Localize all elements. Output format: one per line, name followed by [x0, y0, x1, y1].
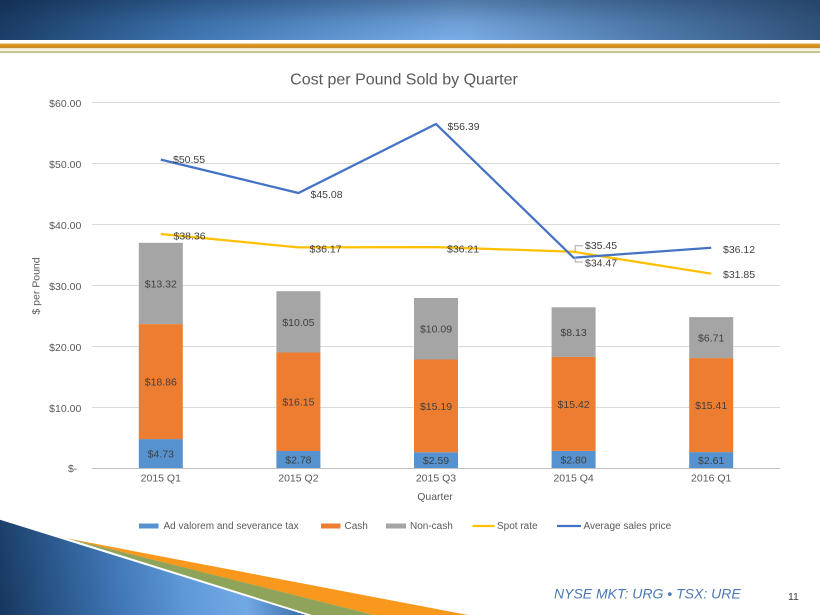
- svg-text:$60.00: $60.00: [49, 98, 81, 110]
- svg-text:$8.13: $8.13: [560, 327, 586, 339]
- svg-text:$18.86: $18.86: [145, 377, 177, 389]
- svg-text:Quarter: Quarter: [417, 491, 453, 503]
- svg-text:2015 Q2: 2015 Q2: [278, 472, 318, 484]
- svg-text:2015 Q4: 2015 Q4: [553, 472, 593, 484]
- svg-text:$15.41: $15.41: [695, 400, 727, 412]
- svg-text:Ad valorem and severance tax: Ad valorem and severance tax: [164, 521, 299, 532]
- svg-text:$-: $-: [68, 463, 78, 475]
- svg-text:$34.47: $34.47: [585, 258, 617, 270]
- svg-text:$2.59: $2.59: [423, 455, 449, 467]
- svg-text:$50.00: $50.00: [49, 159, 81, 171]
- svg-text:2015 Q1: 2015 Q1: [141, 472, 181, 484]
- svg-text:11: 11: [788, 591, 799, 603]
- svg-text:Cost per Pound Sold by Quarter: Cost per Pound Sold by Quarter: [290, 72, 518, 89]
- svg-text:$36.21: $36.21: [447, 243, 479, 255]
- svg-text:$10.09: $10.09: [420, 324, 452, 336]
- svg-text:$6.71: $6.71: [698, 333, 724, 345]
- svg-text:NYSE MKT: URG • TSX: URE: NYSE MKT: URG • TSX: URE: [554, 586, 741, 602]
- svg-text:$38.36: $38.36: [174, 231, 206, 243]
- svg-text:2016 Q1: 2016 Q1: [691, 472, 731, 484]
- svg-text:$20.00: $20.00: [49, 342, 81, 354]
- svg-text:$36.17: $36.17: [310, 244, 342, 256]
- svg-text:$15.19: $15.19: [420, 401, 452, 413]
- svg-text:Average sales price: Average sales price: [584, 521, 672, 532]
- svg-text:$30.00: $30.00: [49, 281, 81, 293]
- svg-text:$2.61: $2.61: [698, 455, 724, 467]
- svg-text:$15.42: $15.42: [558, 399, 590, 411]
- svg-text:$10.00: $10.00: [49, 403, 81, 415]
- svg-text:Non-cash: Non-cash: [410, 521, 453, 532]
- svg-text:$45.08: $45.08: [311, 189, 343, 201]
- svg-text:$13.32: $13.32: [145, 278, 177, 290]
- svg-text:$36.12: $36.12: [723, 244, 755, 256]
- svg-text:$35.45: $35.45: [585, 240, 617, 252]
- svg-text:$4.73: $4.73: [148, 448, 174, 460]
- svg-text:$10.05: $10.05: [282, 317, 314, 329]
- svg-text:$2.80: $2.80: [560, 454, 586, 466]
- svg-text:$2.78: $2.78: [285, 454, 311, 466]
- svg-text:$31.85: $31.85: [723, 269, 755, 281]
- svg-text:$56.39: $56.39: [448, 121, 480, 133]
- svg-text:$16.15: $16.15: [282, 397, 314, 409]
- svg-text:$ per Pound: $ per Pound: [31, 257, 43, 314]
- svg-text:$50.55: $50.55: [173, 154, 205, 166]
- svg-text:2015 Q3: 2015 Q3: [416, 472, 456, 484]
- svg-text:$40.00: $40.00: [49, 220, 81, 232]
- svg-text:Cash: Cash: [345, 521, 368, 532]
- svg-text:Spot rate: Spot rate: [497, 521, 538, 532]
